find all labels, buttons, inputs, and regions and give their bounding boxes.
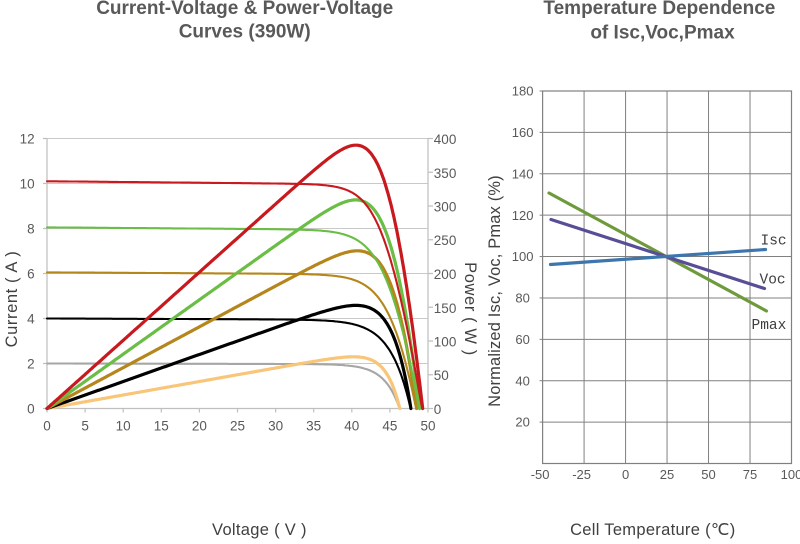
svg-text:-50: -50 — [531, 467, 550, 482]
svg-text:30: 30 — [268, 419, 283, 434]
svg-text:10: 10 — [116, 419, 131, 434]
svg-text:Normalized Isc, Voc, Pmax (%): Normalized Isc, Voc, Pmax (%) — [486, 175, 504, 407]
svg-text:100: 100 — [512, 249, 534, 264]
svg-text:Voltage ( V ): Voltage ( V ) — [212, 521, 307, 539]
svg-text:Power ( W ): Power ( W ) — [461, 262, 479, 356]
svg-text:-25: -25 — [572, 467, 591, 482]
svg-text:50: 50 — [701, 467, 715, 482]
svg-text:10: 10 — [20, 176, 35, 191]
svg-text:25: 25 — [660, 467, 674, 482]
svg-text:60: 60 — [515, 332, 529, 347]
svg-text:Temperature Dependence: Temperature Dependence — [543, 0, 775, 19]
svg-text:0: 0 — [622, 467, 629, 482]
svg-text:20: 20 — [192, 419, 207, 434]
svg-text:2: 2 — [27, 356, 35, 371]
svg-text:of Isc,Voc,Pmax: of Isc,Voc,Pmax — [590, 22, 735, 43]
svg-text:350: 350 — [434, 166, 457, 181]
svg-text:300: 300 — [434, 200, 457, 215]
svg-text:20: 20 — [515, 415, 529, 430]
svg-text:6: 6 — [27, 266, 35, 281]
svg-text:0: 0 — [434, 402, 442, 417]
svg-text:Pmax: Pmax — [752, 318, 787, 334]
svg-text:Current ( A ): Current ( A ) — [3, 251, 21, 348]
svg-text:50: 50 — [420, 419, 435, 434]
svg-text:4: 4 — [27, 311, 35, 326]
svg-text:45: 45 — [382, 419, 397, 434]
svg-text:15: 15 — [154, 419, 169, 434]
svg-text:400: 400 — [434, 132, 457, 147]
svg-text:0: 0 — [43, 419, 51, 434]
svg-text:8: 8 — [27, 221, 35, 236]
svg-text:12: 12 — [20, 131, 35, 146]
svg-text:40: 40 — [515, 373, 529, 388]
svg-text:100: 100 — [434, 335, 457, 350]
svg-text:Curves (390W): Curves (390W) — [179, 22, 311, 43]
svg-text:35: 35 — [306, 419, 321, 434]
svg-text:Isc: Isc — [761, 234, 787, 250]
svg-text:250: 250 — [434, 233, 457, 248]
svg-text:Current-Voltage & Power-Voltag: Current-Voltage & Power-Voltage — [96, 0, 393, 19]
svg-text:40: 40 — [344, 419, 359, 434]
svg-text:80: 80 — [515, 291, 529, 306]
svg-text:5: 5 — [81, 419, 89, 434]
svg-text:Cell Temperature (℃): Cell Temperature (℃) — [570, 521, 735, 539]
svg-text:200: 200 — [434, 267, 457, 282]
svg-text:0: 0 — [27, 401, 35, 416]
svg-text:150: 150 — [434, 301, 457, 316]
svg-text:160: 160 — [512, 125, 534, 140]
svg-text:25: 25 — [230, 419, 245, 434]
svg-text:50: 50 — [434, 368, 449, 383]
svg-text:180: 180 — [512, 84, 534, 99]
svg-text:75: 75 — [743, 467, 757, 482]
svg-text:120: 120 — [512, 208, 534, 223]
svg-text:Voc: Voc — [760, 273, 786, 289]
svg-text:140: 140 — [512, 166, 534, 181]
svg-text:100: 100 — [781, 467, 800, 482]
